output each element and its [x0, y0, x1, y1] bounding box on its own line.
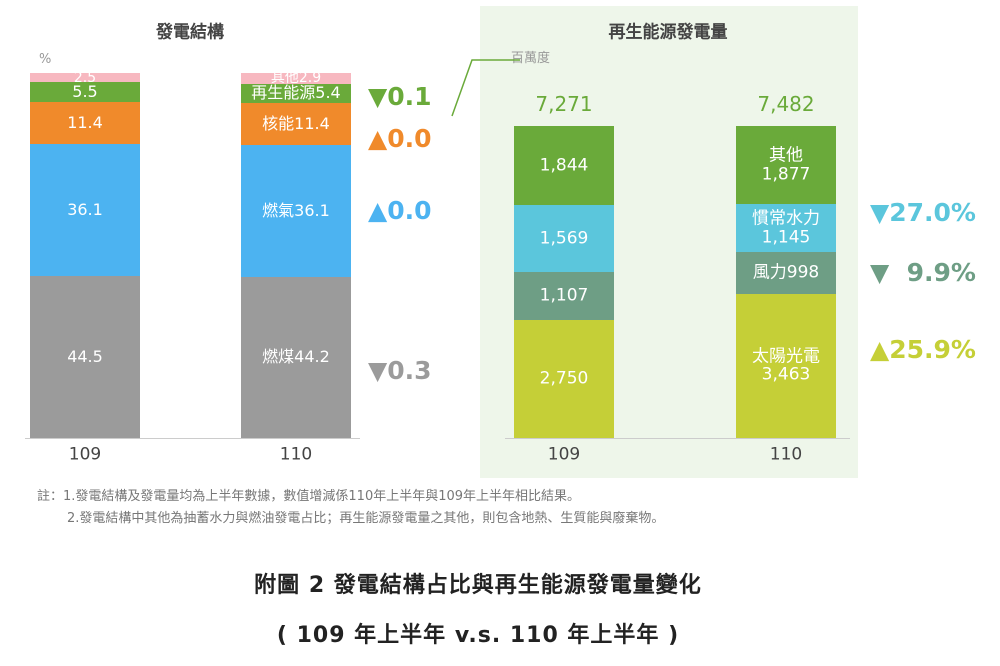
segment-label-share-110-1: 燃氣36.1	[262, 200, 330, 220]
bar-segment-renewable-110-1	[736, 252, 836, 294]
bar-segment-share-110-4	[241, 73, 351, 84]
change-indicator-renewable-2: ▲25.9%	[870, 334, 976, 364]
segment-label-share-109-1: 36.1	[67, 199, 103, 219]
bar-segment-share-109-4	[30, 73, 140, 83]
note-line-2: 2.發電結構中其他為抽蓄水力與燃油發電占比；再生能源發電量之其他，則包含地熱、生…	[67, 511, 665, 526]
change-indicator-share-1: ▲0.0	[368, 124, 432, 154]
segment-label-renewable-110-0: 太陽光電 3,463	[752, 346, 820, 385]
bar-segment-renewable-109-2	[514, 205, 614, 273]
change-indicator-share-2: ▲0.0	[368, 195, 432, 225]
category-label-share-109: 109	[68, 444, 102, 465]
segment-label-share-110-2: 核能11.4	[262, 114, 330, 134]
right-unit-label: 百萬度	[511, 51, 551, 66]
left-unit-label: %	[39, 52, 52, 67]
segment-label-share-109-0: 44.5	[67, 346, 103, 366]
total-label-renewable-109: 7,271	[535, 92, 593, 116]
change-indicator-share-3: ▼0.3	[368, 356, 432, 386]
note-line-1: 註：1.發電結構及發電量均為上半年數據，數值增減係110年上半年與109年上半年…	[37, 489, 581, 504]
segment-label-renewable-109-1: 1,107	[539, 285, 589, 306]
segment-label-renewable-109-3: 1,844	[539, 155, 589, 176]
bar-segment-share-109-2	[30, 102, 140, 144]
bar-segment-renewable-109-0	[514, 319, 614, 438]
category-label-share-110: 110	[279, 444, 313, 465]
segment-label-share-109-4: 2.5	[73, 69, 97, 86]
segment-label-renewable-110-3: 其他 1,877	[761, 145, 811, 185]
category-label-renewable-110: 110	[769, 444, 803, 465]
segment-label-renewable-110-2: 慣常水力 1,145	[752, 208, 820, 248]
bar-segment-share-110-3	[241, 83, 351, 104]
bar-segment-renewable-110-2	[736, 204, 836, 252]
bar-segment-share-109-3	[30, 82, 140, 103]
segment-label-share-110-3: 再生能源5.4	[251, 83, 341, 103]
bar-segment-share-110-0	[241, 276, 351, 438]
connector-line	[451, 59, 520, 117]
total-label-renewable-110: 7,482	[757, 92, 815, 116]
bar-segment-share-110-2	[241, 103, 351, 145]
segment-label-share-109-3: 5.5	[72, 82, 98, 102]
caption-subtitle: ( 109 年上半年 v.s. 110 年上半年 )	[276, 623, 680, 648]
bar-segment-renewable-109-3	[514, 126, 614, 206]
right-panel-title: 再生能源發電量	[608, 22, 728, 43]
bar-segment-renewable-109-1	[514, 272, 614, 320]
change-indicator-share-0: ▼0.1	[368, 82, 432, 112]
change-indicator-renewable-1: ▼ 9.9%	[870, 257, 976, 287]
segment-label-renewable-109-0: 2,750	[539, 368, 589, 389]
bar-segment-share-109-0	[30, 275, 140, 438]
bar-segment-share-110-1	[241, 144, 351, 277]
bar-segment-renewable-110-0	[736, 293, 836, 438]
bar-segment-share-109-1	[30, 143, 140, 276]
segment-label-renewable-109-2: 1,569	[539, 228, 589, 249]
segment-label-share-110-0: 燃煤44.2	[262, 347, 330, 367]
baseline-share	[25, 438, 360, 439]
caption-title: 附圖 2 發電結構占比與再生能源發電量變化	[254, 573, 702, 598]
bar-segment-renewable-110-3	[736, 126, 836, 205]
segment-label-share-110-4: 其他2.9	[270, 70, 322, 87]
segment-label-renewable-110-1: 風力998	[752, 262, 820, 283]
left-panel-title: 發電結構	[156, 22, 224, 43]
category-label-renewable-109: 109	[547, 444, 581, 465]
baseline-renewable	[505, 438, 850, 439]
change-indicator-renewable-0: ▼27.0%	[870, 198, 976, 228]
segment-label-share-109-2: 11.4	[67, 113, 103, 132]
